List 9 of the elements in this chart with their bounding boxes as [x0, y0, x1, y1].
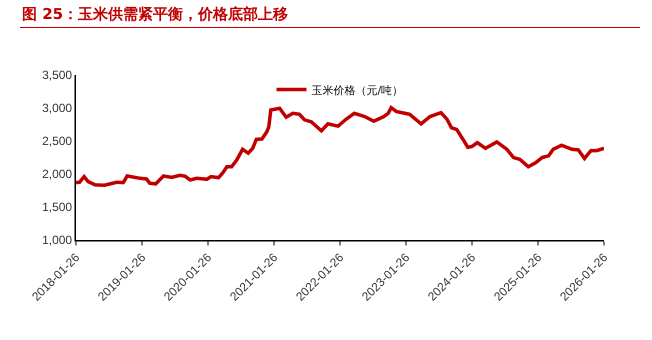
- chart-title: 图 25：玉米供需紧平衡，价格底部上移: [22, 5, 288, 24]
- y-tick-label: 1,500: [42, 200, 72, 214]
- y-tick-label: 3,000: [42, 101, 72, 116]
- legend-label: 玉米价格（元/吨）: [312, 84, 404, 97]
- y-tick-label: 3,500: [42, 68, 72, 82]
- y-tick-label: 1,000: [42, 233, 72, 248]
- y-tick-label: 2,500: [42, 134, 72, 148]
- line-series: [76, 106, 604, 187]
- y-tick-label: 2,000: [42, 167, 72, 182]
